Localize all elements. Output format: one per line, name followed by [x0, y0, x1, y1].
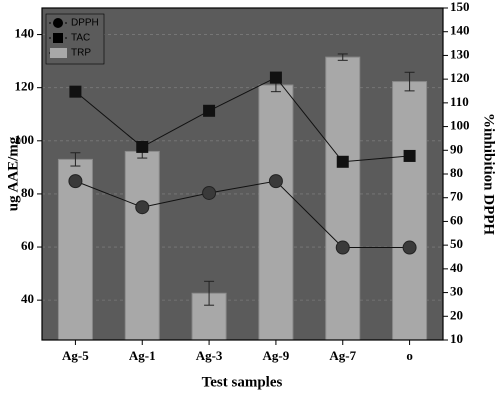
x-tick-label: Ag-3 — [196, 348, 223, 363]
y-tick-label: 140 — [15, 26, 35, 41]
legend-label: TRP — [71, 48, 91, 59]
y-tick-label: 40 — [21, 291, 34, 306]
legend-marker — [53, 33, 63, 43]
y2-tick-label: 140 — [450, 23, 470, 38]
plot-area — [42, 8, 443, 340]
error-bar — [204, 280, 215, 306]
y2-tick-label: 100 — [450, 118, 470, 133]
y-tick-label: 120 — [15, 79, 35, 94]
y2-tick-label: 150 — [450, 0, 470, 14]
bar — [258, 84, 294, 341]
error-bar — [404, 71, 415, 92]
error-bar — [70, 152, 81, 167]
legend-marker — [53, 18, 63, 28]
y2-tick-label: 40 — [450, 260, 463, 275]
y2-tick-label: 80 — [450, 165, 463, 180]
marker — [69, 85, 82, 98]
y2-tick-label: 70 — [450, 189, 463, 204]
x-tick-label: o — [406, 348, 413, 363]
marker — [269, 71, 282, 84]
bar — [124, 150, 160, 341]
x-axis-title: Test samples — [202, 374, 283, 390]
series-line — [75, 180, 410, 249]
y2-tick-label: 90 — [450, 141, 463, 156]
error-bar — [337, 53, 348, 61]
x-tick-label: Ag-5 — [62, 348, 89, 363]
y2-tick-label: 30 — [450, 284, 463, 299]
y2-tick-label: 60 — [450, 212, 463, 227]
marker — [202, 185, 217, 200]
marker — [336, 155, 349, 168]
marker — [203, 104, 216, 117]
y2-tick-label: 120 — [450, 70, 470, 85]
y-axis-title: ug AAE/mg — [5, 136, 21, 211]
marker — [68, 174, 83, 189]
series-line — [75, 76, 410, 163]
legend-label: TAC — [71, 33, 90, 44]
y-tick-label: 100 — [15, 132, 35, 147]
x-tick-label: Ag-1 — [129, 348, 156, 363]
marker — [402, 240, 417, 255]
y2-tick-label: 50 — [450, 236, 463, 251]
plot-frame — [41, 7, 444, 341]
y2-tick-label: 10 — [450, 331, 463, 346]
bar — [325, 56, 361, 341]
marker — [135, 200, 150, 215]
x-tick-label: Ag-7 — [329, 348, 356, 363]
marker — [136, 140, 149, 153]
y2-axis-title: %inhibition DPPH — [481, 113, 497, 235]
y2-tick-label: 110 — [450, 94, 469, 109]
marker — [403, 149, 416, 162]
y-tick-label: 60 — [21, 238, 34, 253]
legend-swatch — [50, 48, 67, 58]
y2-tick-label: 130 — [450, 46, 470, 61]
legend-label: DPPH — [71, 18, 99, 29]
x-tick-label: Ag-9 — [263, 348, 290, 363]
bar — [392, 81, 428, 341]
y-tick-label: 80 — [21, 185, 34, 200]
marker — [335, 240, 350, 255]
y2-tick-label: 20 — [450, 307, 463, 322]
legend: DPPH TAC TRP — [45, 13, 105, 65]
marker — [268, 174, 283, 189]
